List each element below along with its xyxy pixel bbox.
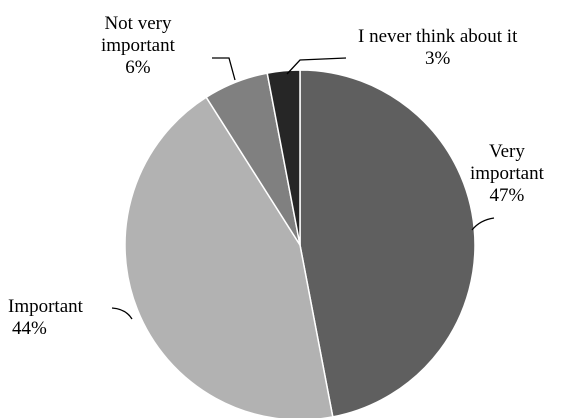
slice-value-label: 3% [425,48,451,69]
leader-line-important [111,307,133,320]
pie-slice-important [124,96,334,418]
slice-label-not-very-important: Not very important 6% [101,13,175,79]
slice-label-important: Important 44% [8,296,83,340]
slice-value-label: 47% [489,185,525,206]
slice-label-text: important [101,35,175,56]
slice-value-label: 44% [12,318,47,339]
leader-line-very-important [471,217,495,231]
leader-line-not-very-important [212,57,236,81]
pie-slice-never-think [266,69,301,246]
slice-label-text: Very [489,141,525,162]
slice-label-text: Not very [104,13,172,34]
slice-value-label: 6% [125,57,151,78]
slice-label-text: important [470,163,544,184]
slice-label-text: Important [8,296,83,317]
leader-line-never-think [286,57,347,75]
pie-slice-very-important [299,69,476,418]
slice-label-never-think: I never think about it 3% [358,26,517,70]
slice-label-text: I never think about it [358,26,518,47]
slice-label-very-important: Very important 47% [470,141,544,207]
